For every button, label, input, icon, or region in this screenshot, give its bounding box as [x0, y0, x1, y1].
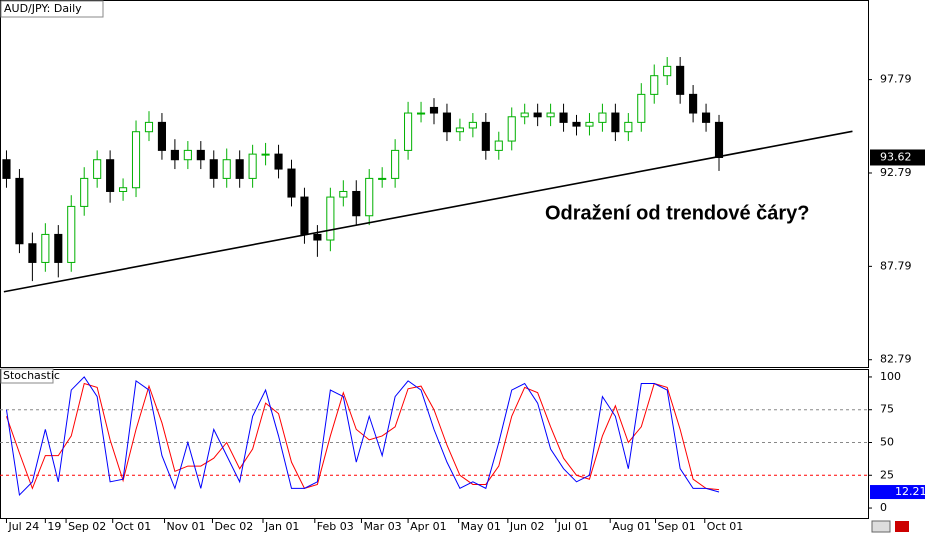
candle-body — [442, 112, 452, 133]
candle-body — [507, 116, 516, 142]
candle-body — [365, 177, 374, 217]
candle-body — [559, 112, 568, 123]
candle-body — [183, 149, 192, 161]
candle-body — [494, 140, 503, 151]
candle-body — [300, 196, 309, 235]
candle-body — [131, 131, 141, 189]
shift-icon[interactable] — [895, 521, 909, 532]
chart-title: AUD/JPY: Daily — [4, 2, 82, 15]
candle-body — [468, 121, 477, 129]
x-tick-label: Jan 01 — [264, 520, 299, 533]
candle-body — [54, 233, 63, 263]
scroll-icon[interactable] — [871, 520, 891, 533]
candle-body — [170, 149, 179, 161]
candle-body — [313, 233, 322, 241]
candle-body — [481, 121, 490, 151]
candle-body — [287, 168, 296, 198]
candle-body — [196, 149, 205, 161]
x-tick-label: Sep 02 — [68, 520, 106, 533]
stochastic-line — [5, 376, 720, 496]
last-value-label: 12.21 — [895, 485, 925, 498]
candle-body — [637, 93, 646, 123]
candle-body — [663, 65, 672, 77]
x-tick-label: Nov 01 — [167, 520, 206, 533]
candle-body — [404, 112, 413, 151]
x-tick-label: 19 — [47, 520, 61, 533]
y-tick-label: 0 — [880, 501, 887, 514]
candle-body — [572, 121, 581, 127]
x-tick-label: Oct 01 — [115, 520, 152, 533]
candle-body — [624, 121, 633, 133]
candle-body — [676, 65, 685, 95]
candle-body — [598, 112, 607, 123]
candle-body — [261, 153, 270, 156]
candle-body — [585, 121, 594, 127]
y-tick-label: 100 — [880, 370, 901, 383]
candle-body — [546, 112, 555, 118]
candle-body — [209, 159, 218, 179]
candle-body — [80, 177, 89, 207]
trendline — [3, 130, 853, 293]
candle-body — [106, 159, 115, 192]
x-tick-label: Dec 02 — [214, 520, 253, 533]
y-tick-label: 82.79 — [880, 353, 912, 366]
candle-body — [352, 190, 361, 217]
candle-body — [67, 205, 76, 263]
x-tick-label: Mar 03 — [363, 520, 401, 533]
candle-body — [689, 93, 698, 114]
x-tick-label: Oct 01 — [707, 520, 744, 533]
x-tick-label: Jul 01 — [557, 520, 589, 533]
indicator-title: Stochastic — [3, 369, 60, 382]
stochastic-line — [6, 382, 720, 491]
last-price-box — [870, 149, 925, 166]
candle-body — [650, 75, 659, 95]
candle-body — [520, 112, 529, 118]
y-tick-label: 92.79 — [880, 166, 912, 179]
y-tick-label: 97.79 — [880, 73, 912, 86]
candle-body — [391, 149, 400, 179]
candle-body — [15, 177, 24, 245]
candle-body — [274, 153, 283, 170]
candle-body — [326, 196, 335, 241]
candle-body — [144, 121, 154, 133]
annotation: Odražení od trendové čáry? — [545, 202, 810, 224]
x-tick-label: Apr 01 — [410, 520, 447, 533]
candle-body — [378, 177, 387, 180]
candle-body — [339, 190, 348, 198]
candle-body — [28, 243, 37, 263]
last-value-box — [870, 485, 925, 500]
candle-body — [119, 187, 128, 192]
candle-body — [533, 112, 542, 118]
x-tick-label: Jul 24 — [7, 520, 39, 533]
candle-body — [157, 121, 167, 151]
candle-body — [416, 112, 426, 115]
stochastic-panel — [0, 369, 869, 519]
y-tick-label: 87.79 — [880, 259, 912, 272]
x-tick-label: Sep 01 — [658, 520, 696, 533]
x-tick-label: Jun 02 — [509, 520, 545, 533]
candle-body — [714, 121, 724, 158]
price-panel — [0, 0, 869, 368]
last-price-label: 93.62 — [880, 150, 912, 163]
y-tick-label: 75 — [880, 403, 894, 416]
candle-body — [248, 153, 257, 179]
title-box — [0, 0, 104, 18]
x-tick-label: May 01 — [461, 520, 501, 533]
candle-body — [235, 159, 244, 179]
candle-body — [429, 106, 439, 114]
candle-body — [701, 112, 711, 123]
y-tick-label: 25 — [880, 468, 894, 481]
indicator-title-box — [0, 368, 54, 384]
candle-body — [455, 127, 464, 133]
candle-body — [222, 159, 231, 179]
y-tick-label: 50 — [880, 435, 894, 448]
candle-body — [93, 159, 102, 179]
candle-body — [41, 233, 50, 263]
candle-body — [2, 159, 11, 179]
candle-body — [611, 112, 620, 133]
x-tick-label: Feb 03 — [317, 520, 354, 533]
x-tick-label: Aug 01 — [612, 520, 651, 533]
